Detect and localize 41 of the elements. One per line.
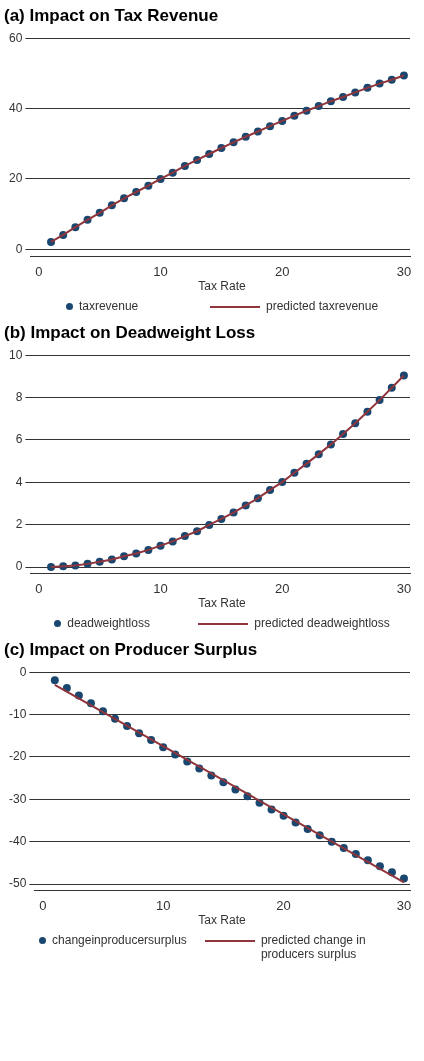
y-tick-label: 8 bbox=[15, 389, 23, 404]
x-tick-label: 30 bbox=[396, 897, 412, 913]
point bbox=[50, 676, 59, 685]
y-tick-label: 20 bbox=[8, 171, 23, 186]
legend-label: predicted change in producers surplus bbox=[260, 933, 367, 961]
chart-title: (c) Impact on Producer Surplus bbox=[4, 640, 259, 660]
y-tick-label: -20 bbox=[9, 749, 27, 764]
x-tick-label: 20 bbox=[275, 580, 290, 596]
x-tick-label: 10 bbox=[153, 580, 168, 596]
y-tick-label: 0 bbox=[15, 559, 23, 574]
legend-label: deadweightloss bbox=[67, 616, 150, 630]
y-tick-label: 40 bbox=[8, 100, 23, 115]
y-tick-label: 6 bbox=[15, 432, 23, 447]
x-tick-label: 30 bbox=[396, 580, 412, 596]
chart-title: (b) Impact on Deadweight Loss bbox=[4, 323, 257, 343]
x-tick-label: 20 bbox=[275, 263, 290, 279]
y-tick-label: 4 bbox=[15, 474, 23, 489]
legend-label: taxrevenue bbox=[78, 299, 139, 313]
x-tick-label: 20 bbox=[276, 897, 291, 913]
x-tick-label: 0 bbox=[35, 263, 43, 279]
chart-title: (a) Impact on Tax Revenue bbox=[4, 6, 220, 26]
x-axis-title: Tax Rate bbox=[197, 913, 247, 927]
y-tick-label: -10 bbox=[9, 706, 27, 721]
y-tick-label: -40 bbox=[9, 833, 27, 848]
legend-label: predicted deadweightloss bbox=[254, 616, 390, 630]
x-tick-label: 10 bbox=[153, 263, 168, 279]
y-tick-label: -50 bbox=[9, 876, 27, 891]
x-axis-title: Tax Rate bbox=[197, 279, 247, 293]
x-axis-title: Tax Rate bbox=[197, 596, 247, 610]
x-tick-label: 30 bbox=[396, 263, 412, 279]
x-tick-label: 10 bbox=[155, 897, 171, 913]
x-tick-label: 0 bbox=[35, 580, 43, 596]
legend-label: predicted taxrevenue bbox=[266, 299, 379, 313]
legend-label: changeinproducersurplus bbox=[52, 933, 187, 947]
y-tick-label: 2 bbox=[15, 516, 23, 531]
y-tick-label: -30 bbox=[9, 791, 27, 806]
y-tick-label: 0 bbox=[15, 241, 23, 256]
y-tick-label: 10 bbox=[8, 347, 23, 362]
x-tick-label: 0 bbox=[39, 897, 47, 913]
y-tick-label: 60 bbox=[8, 30, 23, 45]
y-tick-label: 0 bbox=[19, 664, 27, 679]
